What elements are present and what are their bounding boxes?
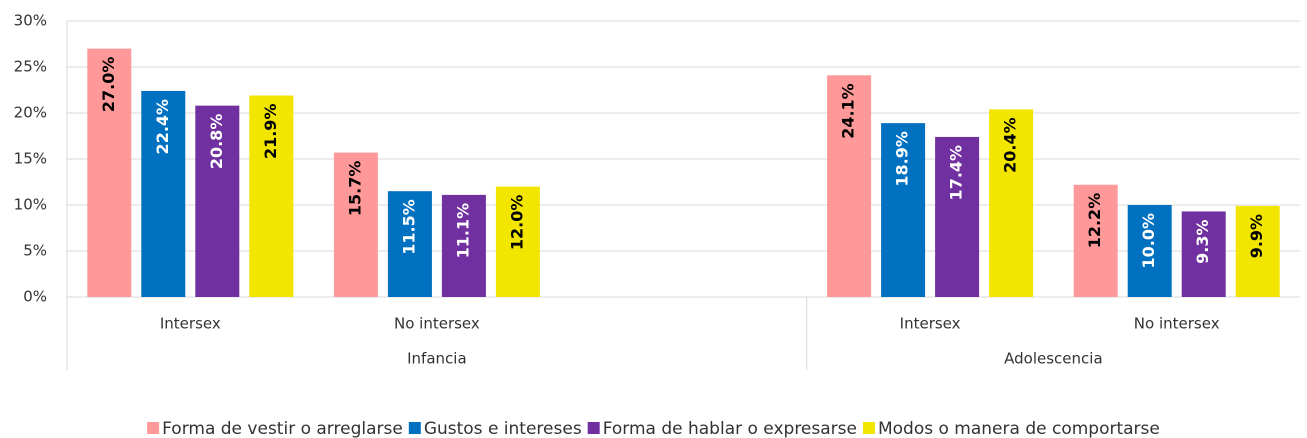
bar [387,191,432,297]
legend-marker [587,422,600,434]
bar [1181,211,1226,297]
x-tick-label: No intersex [1134,315,1220,333]
data-label: 9.9% [1247,214,1266,258]
data-label: 11.5% [399,199,418,255]
legend-marker [147,422,160,434]
y-tick-label: 15% [14,150,47,168]
bar [989,109,1034,297]
data-label: 9.3% [1193,219,1212,263]
x-tick-label: Intersex [900,315,961,333]
legend-label: Modos o manera de comportarse [878,419,1160,438]
data-label: 20.4% [1001,117,1020,173]
data-label: 21.9% [261,104,280,160]
bar [141,90,186,297]
x-tick-label: No intersex [394,315,480,333]
legend-label: Forma de vestir o arreglarse [162,419,403,438]
bar [881,123,926,298]
y-tick-label: 0% [23,288,47,306]
bar [333,152,378,297]
y-tick-label: 5% [23,242,47,260]
bar [495,186,540,297]
group-label: Adolescencia [1004,350,1103,368]
data-label: 10.0% [1139,213,1158,269]
legend-marker [862,422,875,434]
bar [1073,184,1118,297]
data-label: 18.9% [893,131,912,187]
data-label: 17.4% [947,145,966,201]
data-label: 27.0% [99,57,118,113]
y-tick-label: 30% [14,12,47,30]
x-tick-label: Intersex [160,315,221,333]
group-label: Infancia [407,350,467,368]
legend-marker [408,422,421,434]
y-tick-label: 25% [14,58,47,76]
data-label: 12.2% [1085,193,1104,249]
data-label: 22.4% [153,99,172,155]
data-label: 12.0% [507,195,526,251]
y-tick-label: 10% [14,196,47,214]
data-label: 15.7% [345,161,364,217]
bar [441,194,486,297]
data-label: 20.8% [207,114,226,170]
bar [249,95,294,298]
legend-label: Forma de hablar o expresarse [603,419,857,438]
bar [935,136,980,297]
bar [1127,205,1172,297]
bar [195,105,240,297]
bar [87,48,132,297]
bar [1235,205,1280,297]
bar [827,75,872,297]
data-label: 24.1% [839,83,858,139]
data-label: 11.1% [453,203,472,259]
y-tick-label: 20% [14,104,47,122]
legend-label: Gustos e intereses [424,419,582,438]
